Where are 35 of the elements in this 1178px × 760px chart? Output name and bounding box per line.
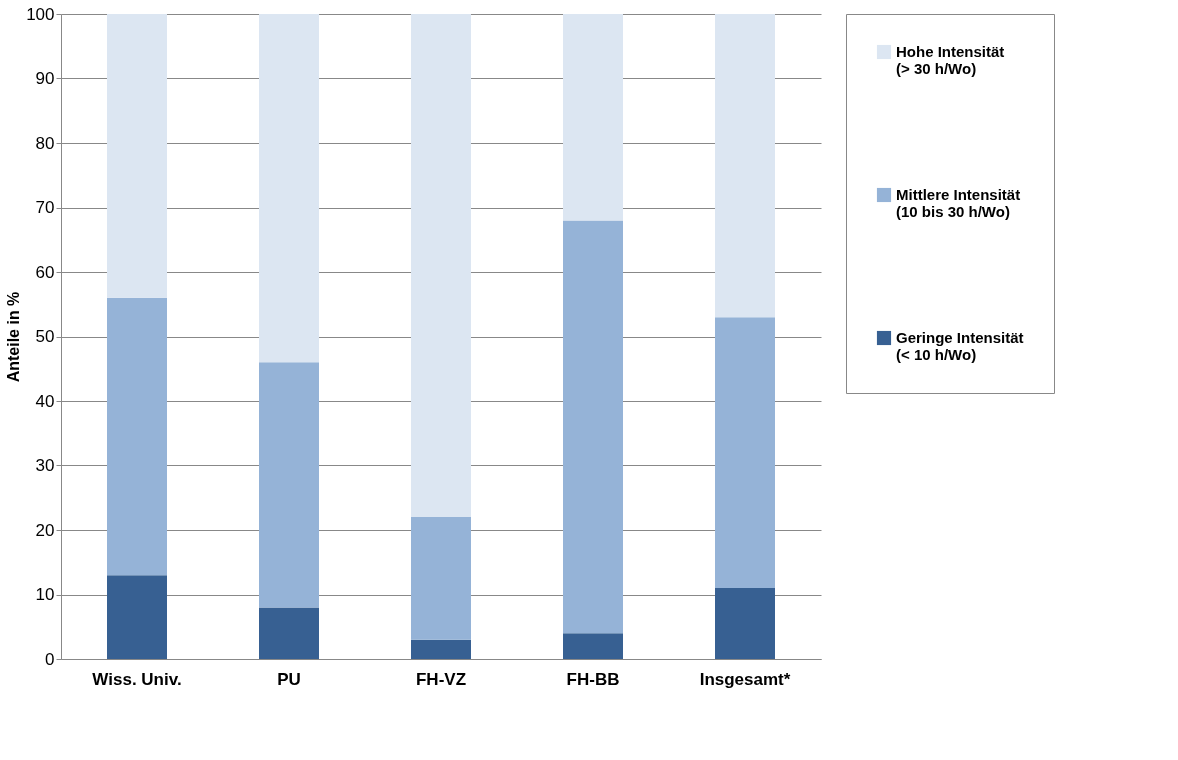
bar	[107, 14, 167, 298]
y-tick-label: 0	[45, 649, 55, 669]
x-tick-label: Wiss. Univ.	[92, 669, 182, 689]
y-tick-label: 60	[35, 262, 55, 282]
bar	[563, 14, 623, 221]
x-tick-label: Insgesamt*	[699, 669, 791, 689]
bar	[563, 220, 623, 634]
y-tick-label: 50	[35, 327, 55, 346]
bar	[259, 362, 319, 608]
bar	[411, 639, 471, 659]
y-tick-label: 40	[35, 391, 55, 411]
bar	[107, 297, 167, 576]
x-tick-label: FH-VZ	[415, 669, 467, 689]
y-tick-label: 30	[35, 456, 55, 475]
bar	[259, 14, 319, 363]
legend-label: Mittlere Intensität (10 bis 30 h/Wo)	[896, 186, 1021, 220]
y-tick-label: 70	[35, 198, 55, 217]
y-axis-title: Anteile in %	[5, 291, 23, 383]
y-tick-label: 10	[35, 585, 55, 604]
bar	[411, 517, 471, 640]
bar	[715, 14, 775, 318]
legend-label: Hohe Intensität (> 30 h/Wo)	[896, 43, 1005, 77]
y-tick-label: 80	[35, 133, 55, 153]
x-tick-label: FH-BB	[566, 669, 620, 689]
y-tick-label: 20	[35, 520, 55, 540]
y-tick-label: 100	[26, 4, 55, 24]
bar	[411, 14, 471, 518]
legend-label: Geringe Intensität (< 10 h/Wo)	[896, 329, 1024, 363]
bar	[563, 633, 623, 659]
bar	[715, 588, 775, 659]
bar	[259, 607, 319, 659]
y-tick-label: 90	[35, 69, 55, 88]
x-tick-label: PU	[277, 669, 301, 689]
bar	[715, 317, 775, 589]
bar	[107, 575, 167, 659]
